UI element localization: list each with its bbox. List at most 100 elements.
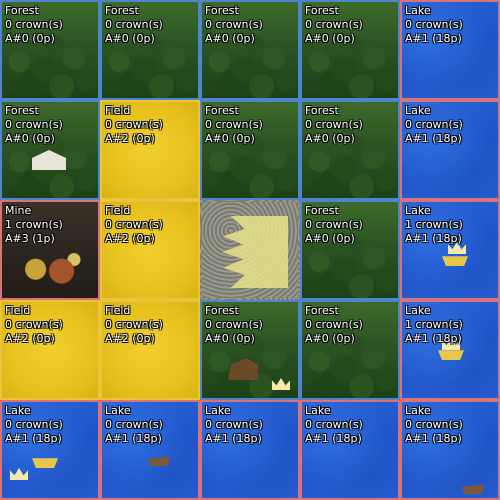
tile-label: Lake 0 crown(s) A#1 (18p): [205, 404, 263, 446]
tile-lake[interactable]: Lake 0 crown(s) A#1 (18p): [400, 100, 500, 200]
area-score: A#0 (0p): [305, 132, 355, 145]
crown-count: 1 crown(s): [405, 318, 463, 331]
area-score: A#0 (0p): [205, 332, 255, 345]
terrain-name: Lake: [305, 404, 331, 417]
tile-label: Field 0 crown(s) A#2 (0p): [105, 204, 163, 246]
terrain-name: Field: [105, 104, 131, 117]
tile-label: Forest 0 crown(s) A#0 (0p): [205, 304, 263, 346]
area-score: A#0 (0p): [5, 32, 55, 45]
tile-castle[interactable]: [200, 200, 300, 300]
tile-forest[interactable]: Forest 0 crown(s) A#0 (0p): [300, 0, 400, 100]
area-score: A#0 (0p): [305, 332, 355, 345]
crown-count: 1 crown(s): [405, 218, 463, 231]
tile-forest[interactable]: Forest 0 crown(s) A#0 (0p): [200, 300, 300, 400]
tile-label: Mine 1 crown(s) A#3 (1p): [5, 204, 63, 246]
area-score: A#2 (0p): [105, 132, 155, 145]
tile-label: Lake 0 crown(s) A#1 (18p): [305, 404, 363, 446]
crown-count: 1 crown(s): [5, 218, 63, 231]
wreck-icon: [148, 456, 170, 466]
tile-label: Forest 0 crown(s) A#0 (0p): [5, 104, 63, 146]
crown-icon: [442, 338, 460, 350]
area-score: A#1 (18p): [205, 432, 262, 445]
tile-forest[interactable]: Forest 0 crown(s) A#0 (0p): [300, 300, 400, 400]
tile-forest[interactable]: Forest 0 crown(s) A#0 (0p): [200, 0, 300, 100]
tile-lake[interactable]: Lake 1 crown(s) A#1 (18p): [400, 300, 500, 400]
tile-forest[interactable]: Forest 0 crown(s) A#0 (0p): [100, 0, 200, 100]
crown-count: 0 crown(s): [305, 218, 363, 231]
crown-count: 0 crown(s): [105, 18, 163, 31]
terrain-name: Lake: [5, 404, 31, 417]
tile-label: Lake 0 crown(s) A#1 (18p): [405, 404, 463, 446]
area-score: A#2 (0p): [105, 332, 155, 345]
terrain-name: Forest: [305, 4, 339, 17]
terrain-name: Forest: [5, 104, 39, 117]
terrain-name: Lake: [405, 104, 431, 117]
area-score: A#2 (0p): [5, 332, 55, 345]
tile-label: Forest 0 crown(s) A#0 (0p): [305, 204, 363, 246]
terrain-name: Field: [105, 204, 131, 217]
tile-label: Forest 0 crown(s) A#0 (0p): [305, 304, 363, 346]
tile-label: Lake 0 crown(s) A#1 (18p): [5, 404, 63, 446]
terrain-name: Forest: [105, 4, 139, 17]
area-score: A#3 (1p): [5, 232, 55, 245]
area-score: A#1 (18p): [405, 132, 462, 145]
tile-field[interactable]: Field 0 crown(s) A#2 (0p): [100, 200, 200, 300]
tile-lake[interactable]: Lake 0 crown(s) A#1 (18p): [400, 400, 500, 500]
boat-icon: [442, 256, 468, 266]
crown-icon: [272, 378, 290, 390]
crown-count: 0 crown(s): [205, 118, 263, 131]
terrain-name: Forest: [5, 4, 39, 17]
tile-lake[interactable]: Lake 0 crown(s) A#1 (18p): [400, 0, 500, 100]
crown-count: 0 crown(s): [205, 318, 263, 331]
terrain-name: Forest: [205, 104, 239, 117]
tile-forest[interactable]: Forest 0 crown(s) A#0 (0p): [0, 100, 100, 200]
terrain-name: Lake: [205, 404, 231, 417]
tile-lake[interactable]: Lake 0 crown(s) A#1 (18p): [100, 400, 200, 500]
crown-count: 0 crown(s): [105, 118, 163, 131]
crown-count: 0 crown(s): [5, 318, 63, 331]
tile-lake[interactable]: Lake 0 crown(s) A#1 (18p): [200, 400, 300, 500]
tile-label: Field 0 crown(s) A#2 (0p): [105, 304, 163, 346]
area-score: A#1 (18p): [405, 432, 462, 445]
area-score: A#0 (0p): [105, 32, 155, 45]
terrain-name: Lake: [405, 4, 431, 17]
tile-lake[interactable]: Lake 1 crown(s) A#1 (18p): [400, 200, 500, 300]
crown-icon: [448, 242, 466, 254]
tile-lake[interactable]: Lake 0 crown(s) A#1 (18p): [0, 400, 100, 500]
wreck-icon: [462, 484, 484, 494]
tile-label: Lake 1 crown(s) A#1 (18p): [405, 304, 463, 346]
terrain-name: Mine: [5, 204, 32, 217]
tile-field[interactable]: Field 0 crown(s) A#2 (0p): [100, 300, 200, 400]
tile-label: Forest 0 crown(s) A#0 (0p): [305, 4, 363, 46]
tile-field[interactable]: Field 0 crown(s) A#2 (0p): [0, 300, 100, 400]
terrain-name: Forest: [305, 104, 339, 117]
tile-forest[interactable]: Forest 0 crown(s) A#0 (0p): [300, 100, 400, 200]
house-icon: [32, 150, 66, 170]
crown-icon: [10, 468, 28, 480]
tile-mine[interactable]: Mine 1 crown(s) A#3 (1p): [0, 200, 100, 300]
terrain-name: Lake: [405, 404, 431, 417]
area-score: A#1 (18p): [405, 32, 462, 45]
tile-lake[interactable]: Lake 0 crown(s) A#1 (18p): [300, 400, 400, 500]
terrain-name: Field: [105, 304, 131, 317]
crown-count: 0 crown(s): [305, 118, 363, 131]
tile-label: Forest 0 crown(s) A#0 (0p): [305, 104, 363, 146]
crown-count: 0 crown(s): [205, 418, 263, 431]
tile-forest[interactable]: Forest 0 crown(s) A#0 (0p): [300, 200, 400, 300]
tile-forest[interactable]: Forest 0 crown(s) A#0 (0p): [0, 0, 100, 100]
crown-count: 0 crown(s): [105, 218, 163, 231]
area-score: A#0 (0p): [305, 32, 355, 45]
area-score: A#0 (0p): [305, 232, 355, 245]
boat-icon: [32, 458, 58, 468]
tile-label: Forest 0 crown(s) A#0 (0p): [205, 104, 263, 146]
crown-count: 0 crown(s): [305, 418, 363, 431]
tile-forest[interactable]: Forest 0 crown(s) A#0 (0p): [200, 100, 300, 200]
tile-label: Forest 0 crown(s) A#0 (0p): [205, 4, 263, 46]
area-score: A#0 (0p): [5, 132, 55, 145]
terrain-name: Field: [5, 304, 31, 317]
terrain-name: Forest: [205, 304, 239, 317]
terrain-name: Forest: [305, 204, 339, 217]
terrain-name: Forest: [205, 4, 239, 17]
area-score: A#0 (0p): [205, 132, 255, 145]
tile-field[interactable]: Field 0 crown(s) A#2 (0p): [100, 100, 200, 200]
